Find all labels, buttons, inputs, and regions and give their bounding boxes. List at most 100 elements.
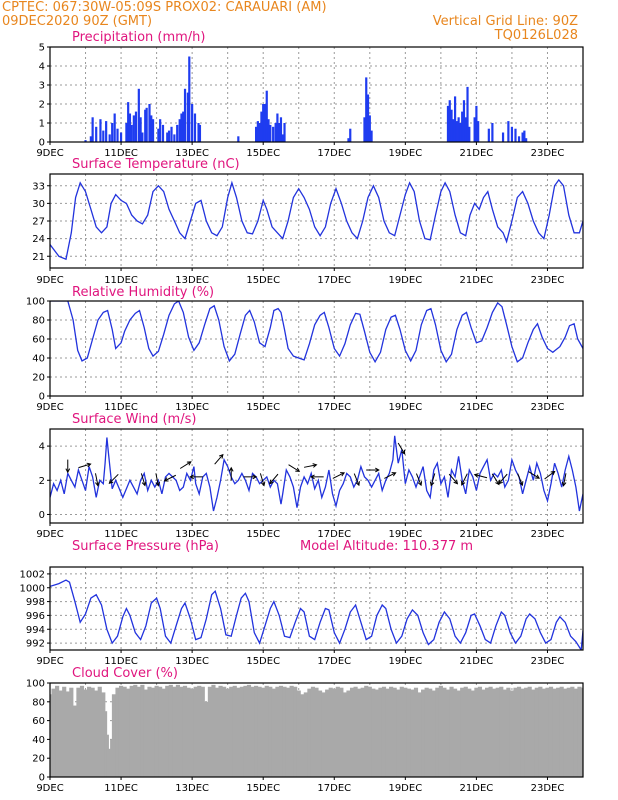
bar: [254, 126, 258, 142]
bar: [178, 119, 181, 142]
y-tick-label: 994: [26, 625, 45, 636]
bar: [166, 132, 169, 142]
wind-arrow: [415, 473, 422, 486]
wind-arrow-head: [65, 468, 71, 474]
bar: [129, 685, 134, 777]
bar: [122, 686, 127, 777]
bar: [150, 687, 156, 777]
wind-arrow-head: [498, 479, 503, 485]
bar: [396, 689, 401, 777]
bar: [481, 689, 486, 777]
bar: [502, 689, 507, 777]
bar: [200, 686, 205, 777]
bar: [94, 690, 99, 777]
bar: [491, 123, 494, 142]
wind-arrow-head: [163, 477, 169, 482]
bar: [179, 686, 184, 777]
y-tick-label: 5: [39, 43, 45, 54]
y-tick-label: 4: [39, 442, 45, 453]
bar: [108, 134, 111, 142]
x-tick-label: 17DEC: [317, 783, 351, 794]
bar: [139, 117, 142, 142]
panel-title: Surface Pressure (hPa): [72, 539, 219, 554]
bar: [368, 115, 371, 142]
bar: [72, 705, 77, 777]
bar: [466, 86, 469, 142]
bar: [303, 692, 308, 777]
bar: [279, 117, 283, 142]
y-tick-label: 0: [39, 773, 45, 784]
series-line: [50, 435, 583, 512]
x-tick-label: 15DEC: [246, 529, 280, 540]
x-tick-label: 11DEC: [104, 656, 138, 667]
bar: [431, 690, 436, 777]
bar: [450, 109, 453, 142]
y-tick-label: 998: [26, 597, 45, 608]
bar: [501, 132, 505, 142]
wind-arrow: [269, 473, 279, 485]
wind-arrow: [288, 464, 300, 472]
bar: [282, 686, 287, 777]
bar: [534, 687, 539, 777]
panel-title: Surface Wind (m/s): [72, 412, 196, 427]
wind-arrow-head: [218, 453, 224, 459]
bar: [84, 140, 87, 142]
bar: [517, 136, 521, 142]
bar: [264, 685, 269, 777]
panel-title: Relative Humidity (%): [72, 285, 214, 300]
y-tick-label: 80: [32, 316, 45, 327]
bar: [175, 684, 180, 777]
bar: [347, 138, 350, 142]
bar: [198, 124, 202, 142]
bar: [118, 685, 124, 777]
header-line1: CPTEC: 067:30W-05:09S PROX02: CARAUARI (…: [2, 0, 327, 15]
bar: [360, 687, 365, 777]
bar: [424, 687, 429, 777]
bar: [385, 688, 390, 777]
bar: [300, 694, 305, 777]
wind-arrow: [94, 473, 99, 486]
bar: [445, 689, 451, 777]
bar: [173, 134, 176, 142]
bar: [321, 692, 326, 777]
bar: [492, 688, 497, 777]
x-tick-label: 21DEC: [460, 148, 494, 159]
bar: [246, 684, 252, 777]
x-tick-label: 11DEC: [104, 148, 138, 159]
bar: [307, 688, 312, 777]
bar: [126, 688, 131, 777]
bar: [239, 686, 244, 777]
bar: [289, 685, 294, 777]
x-tick-label: 21DEC: [460, 783, 494, 794]
bar: [363, 117, 366, 142]
y-tick-label: 30: [32, 199, 45, 210]
bar: [214, 687, 220, 777]
bar: [446, 105, 450, 142]
y-tick-label: 60: [32, 716, 45, 727]
bar: [262, 104, 265, 142]
bar: [278, 123, 281, 142]
bar: [349, 687, 355, 777]
wind-arrow: [544, 471, 555, 480]
bar: [148, 104, 151, 142]
bar: [510, 126, 514, 142]
x-tick-label: 23DEC: [531, 529, 565, 540]
panel-frame: [49, 428, 584, 524]
series-line: [50, 579, 583, 650]
panel-title: Cloud Cover (%): [72, 666, 178, 681]
bar: [130, 124, 133, 142]
bar: [317, 690, 323, 777]
bar: [452, 119, 455, 142]
x-tick-label: 15DEC: [246, 148, 280, 159]
x-tick-label: 19DEC: [388, 148, 422, 159]
wind-arrow: [517, 473, 523, 486]
bar: [119, 132, 123, 142]
bar: [506, 687, 511, 777]
y-tick-label: 20: [32, 373, 45, 384]
bar: [165, 685, 170, 777]
wind-arrow: [430, 473, 436, 486]
wind-arrow-head: [340, 472, 346, 477]
bar: [197, 123, 200, 142]
x-tick-label: 21DEC: [460, 275, 494, 286]
bar: [392, 687, 397, 777]
